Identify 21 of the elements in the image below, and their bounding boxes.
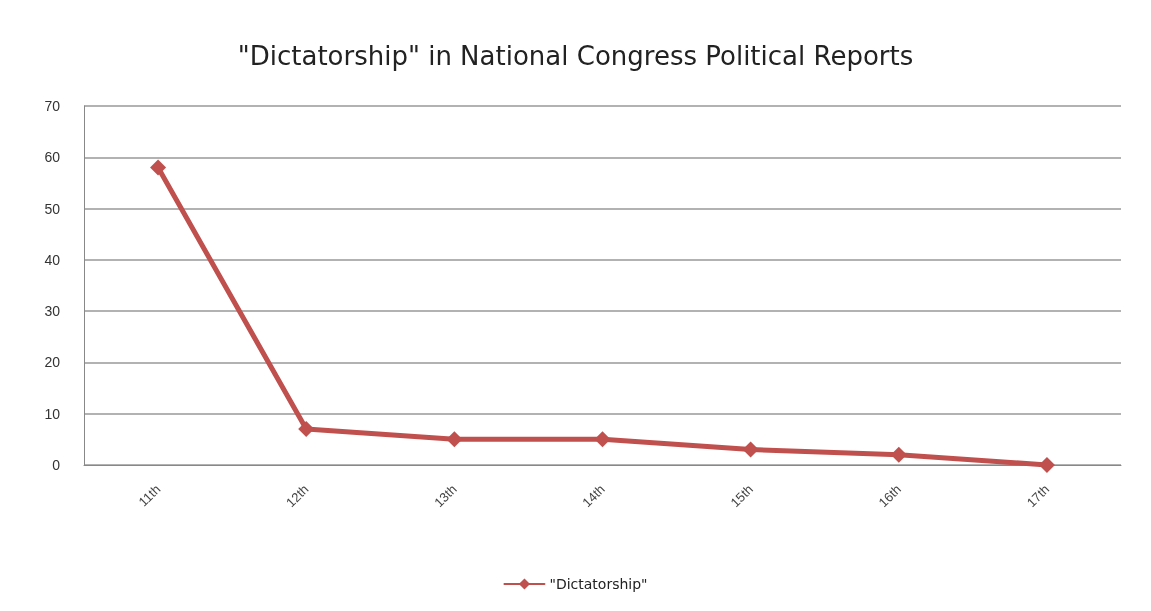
x-tick-label: 12th: [283, 481, 312, 511]
legend-label: "Dictatorship": [549, 576, 648, 592]
chart-title: "Dictatorship" in National Congress Political Reports: [237, 41, 914, 71]
point: [742, 441, 759, 458]
x-tick-label: 13th: [431, 481, 460, 511]
point: [446, 431, 463, 448]
x-tick-label: 14th: [579, 481, 608, 511]
y-tick-label: 50: [44, 200, 61, 217]
point: [150, 159, 167, 176]
y-tick-label: 70: [44, 98, 61, 114]
y-tick-label: 0: [52, 457, 61, 473]
x-tick-label: 17th: [1023, 481, 1053, 511]
y-tick-label: 10: [44, 405, 61, 422]
y-tick-label: 20: [44, 354, 61, 371]
x-tick-label: 11th: [135, 481, 164, 510]
x-tick-label: 15th: [727, 481, 756, 511]
point: [594, 431, 611, 448]
y-tick-label: 30: [44, 303, 61, 320]
y-tick-label: 60: [44, 149, 61, 166]
y-tick-label: 40: [44, 251, 61, 268]
x-tick-label: 16th: [875, 481, 905, 511]
